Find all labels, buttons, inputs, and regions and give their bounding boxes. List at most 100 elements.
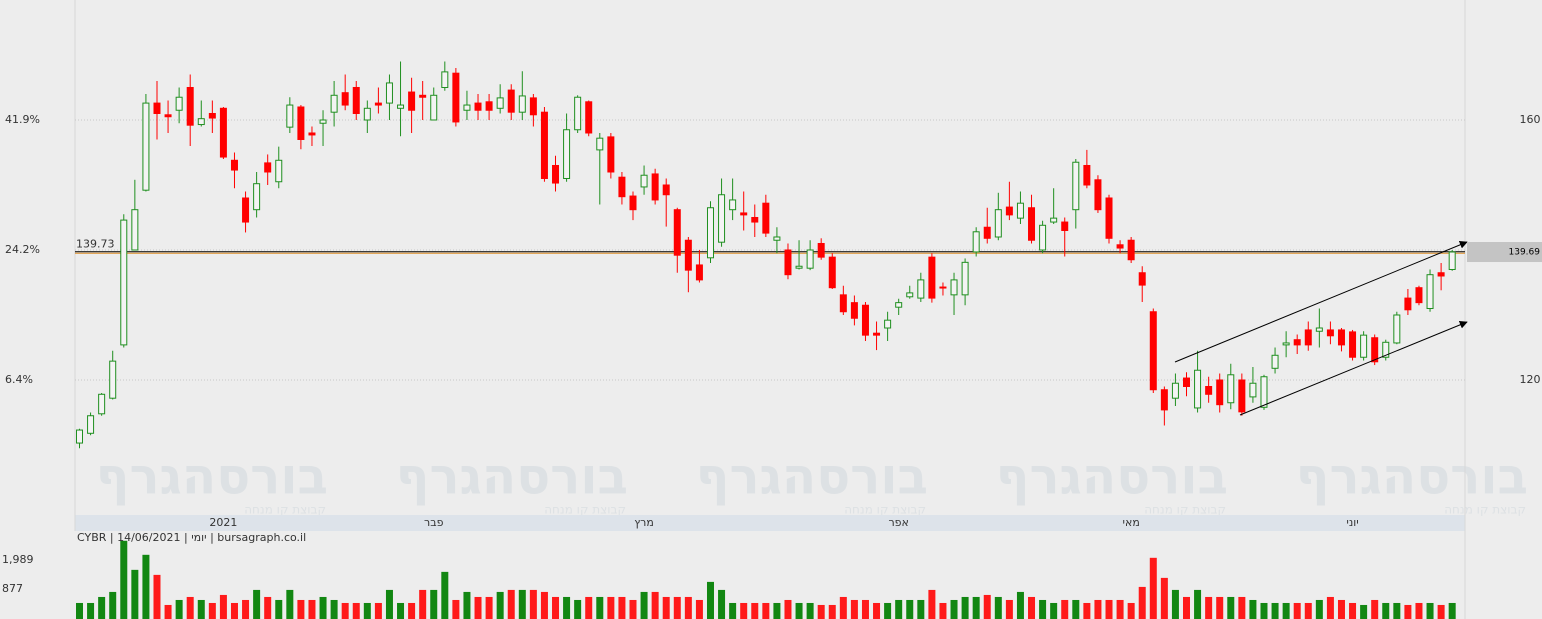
- candle-body: [308, 132, 316, 136]
- candle-body: [574, 96, 582, 131]
- candle-body: [1016, 202, 1024, 219]
- candle-body: [1448, 251, 1456, 270]
- candle-body: [1404, 297, 1412, 311]
- volume-bar: [939, 602, 947, 619]
- candle-body: [729, 199, 737, 211]
- volume-bar: [1127, 602, 1135, 619]
- candle-body: [474, 102, 482, 111]
- candle-body: [109, 360, 117, 399]
- candle-body: [607, 136, 615, 173]
- volume-bar: [1304, 602, 1312, 619]
- candle-body: [1271, 354, 1279, 369]
- candle-body: [1249, 382, 1257, 398]
- last-price-label: 139.69: [1509, 248, 1541, 258]
- candle-body: [186, 86, 194, 126]
- volume-bar: [1094, 599, 1102, 619]
- candle-body: [740, 212, 748, 216]
- watermark: בורסהגרף: [96, 448, 328, 506]
- volume-bar: [718, 589, 726, 619]
- candle-body: [983, 226, 991, 239]
- volume-bar: [1061, 599, 1069, 619]
- candle-body: [662, 184, 670, 196]
- candle-body: [1371, 337, 1379, 363]
- candle-body: [463, 104, 471, 111]
- candle-body: [718, 194, 726, 243]
- volume-bar: [109, 591, 117, 619]
- volume-bar: [1016, 591, 1024, 619]
- last-price-box: [1467, 242, 1542, 263]
- volume-bar: [928, 589, 936, 619]
- volume-bar: [131, 569, 139, 619]
- candle-body: [1415, 287, 1423, 304]
- volume-bar: [972, 596, 980, 619]
- volume-bar: [983, 594, 991, 619]
- y-percent-label: 41.9%: [5, 113, 40, 126]
- candle-body: [1426, 274, 1434, 309]
- volume-bar: [1072, 599, 1080, 619]
- candle-body: [1326, 329, 1334, 337]
- candle-body: [1171, 382, 1179, 399]
- watermark: בורסהגרף: [396, 448, 628, 506]
- volume-bar: [1160, 577, 1168, 619]
- volume-bar: [828, 604, 836, 619]
- volume-bar: [87, 602, 95, 619]
- volume-bar: [374, 602, 382, 619]
- candle-body: [684, 239, 692, 271]
- volume-bar: [120, 540, 128, 619]
- volume-bar: [518, 589, 526, 619]
- x-tick-label: מאי: [1123, 516, 1140, 529]
- candle-body: [540, 111, 548, 179]
- volume-bar: [76, 602, 83, 619]
- volume-bar: [1105, 599, 1113, 619]
- volume-bar: [1360, 604, 1368, 619]
- candle-body: [1382, 341, 1390, 358]
- candle-body: [1094, 179, 1102, 211]
- candle-body: [1337, 329, 1345, 346]
- candle-body: [385, 82, 393, 104]
- volume-bar: [319, 596, 327, 619]
- x-tick-label: מרץ: [634, 516, 654, 529]
- candle-body: [972, 231, 980, 253]
- volume-bar: [585, 596, 593, 619]
- candle-body: [961, 261, 969, 296]
- candle-body: [651, 173, 659, 201]
- candle-body: [906, 292, 914, 298]
- candle-body: [695, 264, 703, 281]
- volume-bar: [175, 599, 183, 619]
- volume-bar: [552, 596, 560, 619]
- candle-body: [585, 101, 593, 134]
- candle-body: [773, 236, 781, 241]
- candle-body: [629, 195, 637, 211]
- y-tick-label: 120: [1520, 373, 1541, 386]
- candle-body: [98, 393, 106, 415]
- volume-bar: [1116, 599, 1124, 619]
- volume-bar: [1293, 602, 1301, 619]
- candle-body: [452, 72, 460, 123]
- volume-bar: [1315, 599, 1323, 619]
- candle-body: [485, 101, 493, 111]
- candle-body: [839, 294, 847, 313]
- volume-bar: [1326, 596, 1334, 619]
- y-tick-label: 160: [1520, 113, 1541, 126]
- volume-bar: [994, 596, 1002, 619]
- candle-body: [884, 319, 892, 329]
- volume-bar: [397, 602, 405, 619]
- volume-bar: [762, 602, 770, 619]
- volume-bar: [773, 602, 781, 619]
- candle-body: [795, 265, 803, 269]
- candle-body: [253, 183, 261, 211]
- candle-body: [430, 94, 438, 121]
- candle-body: [1349, 331, 1357, 358]
- candle-body: [330, 94, 338, 113]
- volume-bar: [1194, 589, 1202, 619]
- candle-body: [131, 209, 139, 251]
- volume-bar: [1271, 602, 1279, 619]
- candle-body: [164, 114, 172, 118]
- candle-body: [1083, 164, 1091, 186]
- volume-tick-label: 1,989: [2, 553, 34, 566]
- watermark-subtitle: קבוצת קו מנחה: [244, 503, 326, 517]
- volume-bar: [230, 602, 238, 619]
- volume-bar: [596, 596, 604, 619]
- candle-body: [1293, 339, 1301, 346]
- volume-bar: [1404, 604, 1412, 619]
